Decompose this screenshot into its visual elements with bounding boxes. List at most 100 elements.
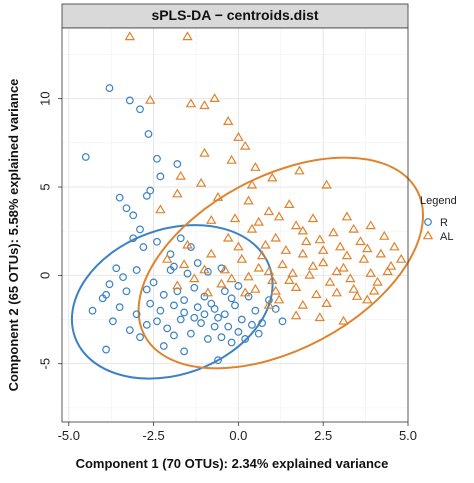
point-r bbox=[200, 292, 209, 301]
plot-frame bbox=[61, 27, 409, 423]
point-r bbox=[144, 130, 153, 138]
point-r bbox=[139, 243, 148, 251]
point-r bbox=[200, 310, 209, 319]
y-axis-title: Component 2 (65 OTUs): 5.58% explained v… bbox=[6, 79, 21, 392]
point-al bbox=[341, 211, 353, 221]
point-al bbox=[226, 273, 237, 283]
point-r bbox=[149, 278, 158, 287]
point-al bbox=[385, 260, 397, 270]
point-r bbox=[254, 329, 263, 338]
point-al bbox=[324, 276, 336, 286]
point-al bbox=[270, 232, 281, 242]
y-tick-label: -5 bbox=[37, 358, 52, 370]
ellipse-al bbox=[137, 156, 425, 370]
point-r bbox=[210, 305, 219, 313]
point-r bbox=[278, 317, 287, 326]
point-al bbox=[358, 253, 370, 263]
point-al bbox=[382, 266, 393, 276]
panel-title-strip: sPLS-DA − centroids.dist bbox=[61, 3, 409, 29]
plot-area bbox=[62, 28, 408, 422]
point-al bbox=[331, 266, 342, 276]
point-al bbox=[290, 282, 302, 291]
point-r bbox=[153, 237, 161, 246]
point-r bbox=[122, 287, 131, 296]
point-r bbox=[129, 211, 138, 220]
point-al bbox=[202, 287, 214, 297]
point-r bbox=[207, 299, 216, 308]
point-al bbox=[260, 239, 271, 249]
point-al bbox=[345, 273, 356, 283]
point-al bbox=[243, 271, 254, 281]
point-al bbox=[362, 243, 373, 253]
point-al bbox=[263, 206, 275, 216]
point-r bbox=[156, 306, 165, 315]
point-al bbox=[182, 239, 193, 249]
point-r bbox=[214, 313, 222, 322]
x-tick-label: -2.5 bbox=[142, 428, 164, 443]
point-al bbox=[317, 257, 329, 267]
point-al bbox=[290, 310, 302, 320]
point-r bbox=[153, 154, 161, 163]
point-r bbox=[105, 280, 114, 289]
point-r bbox=[125, 326, 134, 335]
point-r bbox=[146, 299, 155, 308]
point-al bbox=[273, 294, 285, 304]
point-r bbox=[173, 160, 182, 168]
point-al bbox=[331, 287, 342, 297]
point-al bbox=[226, 154, 237, 164]
y-tick-label: 5 bbox=[37, 183, 52, 190]
point-al bbox=[338, 315, 349, 325]
point-al bbox=[212, 192, 224, 201]
point-al bbox=[189, 273, 200, 283]
point-al bbox=[341, 250, 353, 260]
point-r bbox=[220, 287, 229, 296]
point-al bbox=[307, 260, 319, 270]
point-al bbox=[389, 241, 400, 251]
data-points bbox=[81, 31, 407, 365]
point-al bbox=[253, 262, 264, 272]
point-al bbox=[233, 241, 244, 251]
point-r bbox=[173, 287, 182, 296]
point-al bbox=[365, 220, 376, 230]
point-r bbox=[142, 285, 151, 294]
point-r bbox=[193, 303, 202, 312]
point-al bbox=[375, 248, 387, 258]
point-r bbox=[234, 282, 243, 290]
point-al bbox=[250, 283, 261, 293]
point-r bbox=[190, 283, 199, 292]
point-r bbox=[170, 301, 178, 310]
point-al bbox=[161, 253, 173, 263]
point-r bbox=[258, 319, 267, 327]
point-al bbox=[304, 269, 315, 279]
point-r bbox=[237, 315, 246, 324]
chart-title: sPLS-DA − centroids.dist bbox=[151, 7, 318, 23]
point-r bbox=[234, 327, 243, 336]
point-r bbox=[251, 306, 260, 315]
point-al bbox=[239, 287, 251, 297]
point-r bbox=[88, 306, 97, 315]
point-al bbox=[321, 179, 332, 189]
point-r bbox=[176, 315, 185, 324]
point-r bbox=[115, 303, 124, 312]
point-al bbox=[317, 245, 329, 254]
point-r bbox=[112, 264, 121, 273]
y-tick-label: 10 bbox=[37, 91, 52, 105]
point-r bbox=[136, 105, 144, 114]
point-r bbox=[102, 345, 110, 354]
point-r bbox=[193, 259, 202, 267]
point-r bbox=[183, 269, 192, 278]
x-tick-label: -5.0 bbox=[58, 428, 80, 443]
point-al bbox=[144, 94, 156, 104]
series-al bbox=[124, 31, 407, 325]
point-al bbox=[334, 241, 346, 251]
point-al bbox=[267, 275, 278, 284]
point-al bbox=[250, 162, 261, 171]
point-al bbox=[206, 248, 217, 258]
point-al bbox=[321, 298, 332, 307]
point-al bbox=[155, 204, 166, 214]
point-r bbox=[105, 84, 114, 92]
series-r bbox=[81, 84, 287, 365]
point-r bbox=[180, 347, 189, 356]
point-al bbox=[185, 98, 197, 108]
